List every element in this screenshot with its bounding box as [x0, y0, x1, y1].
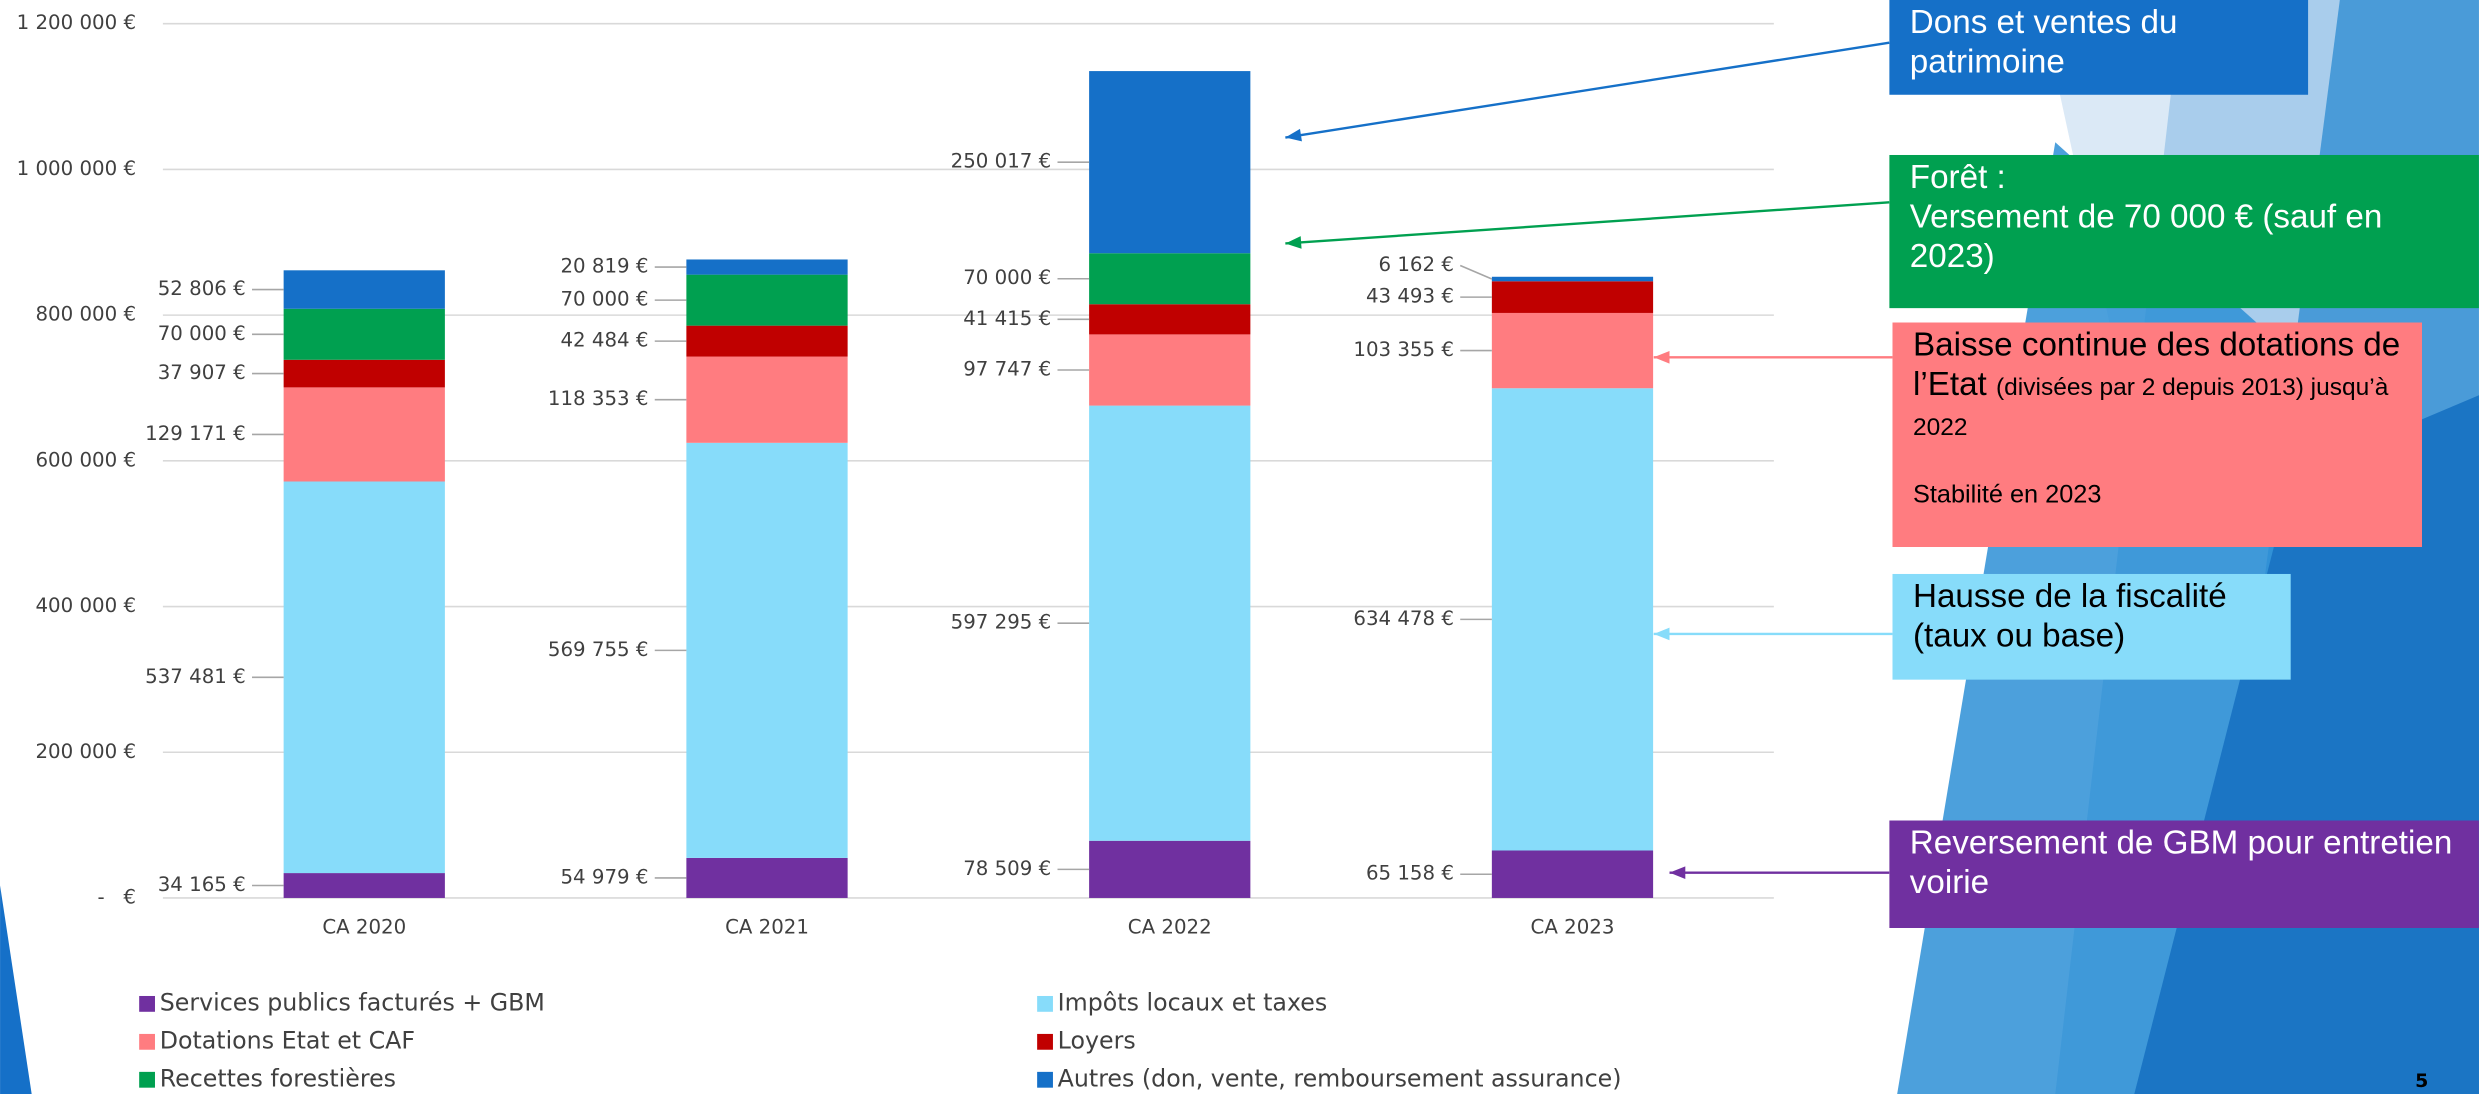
annotation-box: Forêt : Versement de 70 000 € (sauf en 20… [1889, 154, 2479, 309]
bar-segment [283, 387, 445, 482]
data-label: 597 295 € [951, 611, 1052, 634]
annotation-box: Reversement de GBM pour entretien voirie [1889, 820, 2479, 929]
legend-swatch [139, 1071, 155, 1088]
data-label: 70 000 € [560, 288, 648, 311]
data-label: 37 907 € [158, 361, 246, 384]
data-label: 129 171 € [145, 422, 246, 445]
x-tick-label: CA 2022 [1128, 916, 1212, 939]
data-label: 537 481 € [145, 665, 246, 688]
data-label: 65 158 € [1366, 862, 1454, 885]
annotation-note: Stabilité en 2023 [1912, 481, 2102, 509]
annotation: Reversement de GBM pour entretien voirie [1889, 820, 2479, 929]
data-label: 634 478 € [1353, 607, 1454, 630]
bar-segment [1089, 304, 1251, 335]
data-label: 6 162 € [1379, 253, 1454, 276]
legend-label: Dotations Etat et CAF [160, 1026, 415, 1054]
arrow-head [1285, 128, 1302, 142]
annotation-text: Reversement de GBM pour entretien voirie [1909, 825, 2453, 902]
arrow-head [1653, 350, 1670, 364]
data-label: 103 355 € [1353, 338, 1454, 361]
y-tick-label: 1 200 000 € [17, 11, 136, 34]
arrow-head [1669, 866, 1686, 879]
data-label: 54 979 € [560, 865, 648, 888]
bar-segment [283, 270, 445, 309]
bar-segment [1089, 253, 1251, 305]
bar-segment [283, 359, 445, 388]
annotation: Forêt :Versement de 70 000 € (sauf en 20… [1889, 154, 2479, 309]
y-tick-label: 1 000 000 € [17, 157, 136, 180]
bar-segment [1491, 276, 1654, 282]
data-label: 41 415 € [963, 307, 1051, 330]
legend-swatch [139, 1033, 155, 1050]
annotation-detail: (divisées par 2 depuis 2013) jusqu’à 202… [1912, 374, 2389, 442]
legend-swatch [1037, 1033, 1053, 1050]
legend-label: Loyers [1058, 1026, 1136, 1054]
data-label: 97 747 € [963, 358, 1051, 381]
legend-label: Services publics facturés + GBM [160, 988, 545, 1016]
y-tick-label: 600 000 € [35, 448, 136, 471]
data-label: 250 017 € [951, 150, 1052, 173]
page-number: 5 [2415, 1070, 2428, 1092]
bar-segment [283, 873, 445, 898]
annotation-box: Hausse de la fiscalité (taux ou base) [1892, 573, 2291, 680]
data-label: 20 819 € [560, 255, 648, 278]
bar-segment [686, 274, 848, 326]
bar-segment [686, 356, 848, 443]
legend-swatch [139, 995, 155, 1012]
annotation-heading: Forêt : [1909, 159, 2006, 197]
legend-swatch [1037, 995, 1053, 1012]
bar-segment [1089, 334, 1251, 406]
data-label: 70 000 € [158, 322, 246, 345]
arrow-head [1653, 627, 1670, 641]
annotation: Hausse de la fiscalité (taux ou base) [1892, 573, 2291, 680]
y-tick-label: 400 000 € [35, 594, 136, 617]
bar-segment [283, 481, 445, 874]
bar-segment [1491, 388, 1654, 851]
bar-segment [1089, 840, 1251, 898]
annotation: Dons et ventes du patrimoine [1889, 0, 2309, 95]
bar-segment [1491, 850, 1654, 898]
leader-line [1459, 264, 1493, 280]
annotation-arrow [1285, 41, 1890, 139]
legend-label: Impôts locaux et taxes [1058, 988, 1328, 1016]
y-tick-label: 800 000 € [35, 303, 136, 326]
annotation-text: Dons et ventes du patrimoine [1909, 4, 2178, 81]
bar-segment [1089, 71, 1251, 254]
bar-segment [686, 325, 848, 357]
arrow-head [1285, 236, 1302, 249]
x-tick-label: CA 2023 [1531, 916, 1615, 939]
annotation-arrow [1285, 201, 1890, 245]
annotation-box: Dons et ventes du patrimoine [1889, 0, 2309, 95]
bar-segment [283, 308, 445, 360]
data-label: 34 165 € [158, 873, 246, 896]
data-label: 78 509 € [963, 857, 1051, 880]
legend-swatch [1037, 1071, 1053, 1088]
bar-segment [686, 259, 848, 275]
bar-segment [1089, 405, 1251, 841]
data-label: 52 806 € [158, 277, 246, 300]
legend-label: Recettes forestières [160, 1064, 396, 1092]
bar-segment [686, 442, 848, 858]
bar-segment [1491, 281, 1654, 313]
data-label: 42 484 € [560, 329, 648, 352]
y-tick-label: - € [97, 885, 136, 908]
bar-segment [1491, 312, 1654, 389]
data-label: 43 493 € [1366, 285, 1454, 308]
annotation-box: Baisse continue des dotations de l’Etat … [1892, 322, 2423, 547]
bar-segment [686, 857, 848, 898]
data-label: 569 755 € [548, 638, 649, 661]
annotation-text: Hausse de la fiscalité (taux ou base) [1912, 578, 2227, 655]
y-tick-label: 200 000 € [35, 740, 136, 763]
x-tick-label: CA 2021 [725, 916, 809, 939]
data-label: 70 000 € [963, 266, 1051, 289]
x-tick-label: CA 2020 [322, 916, 406, 939]
annotation-text: Versement de 70 000 € (sauf en 2023) [1909, 199, 2383, 276]
legend-label: Autres (don, vente, remboursement assura… [1058, 1064, 1622, 1092]
data-label: 118 353 € [548, 387, 649, 410]
annotation: Baisse continue des dotations de l’Etat … [1892, 322, 2423, 547]
annotation-text: Baisse continue des dotations de l’Etat [1912, 327, 2401, 404]
